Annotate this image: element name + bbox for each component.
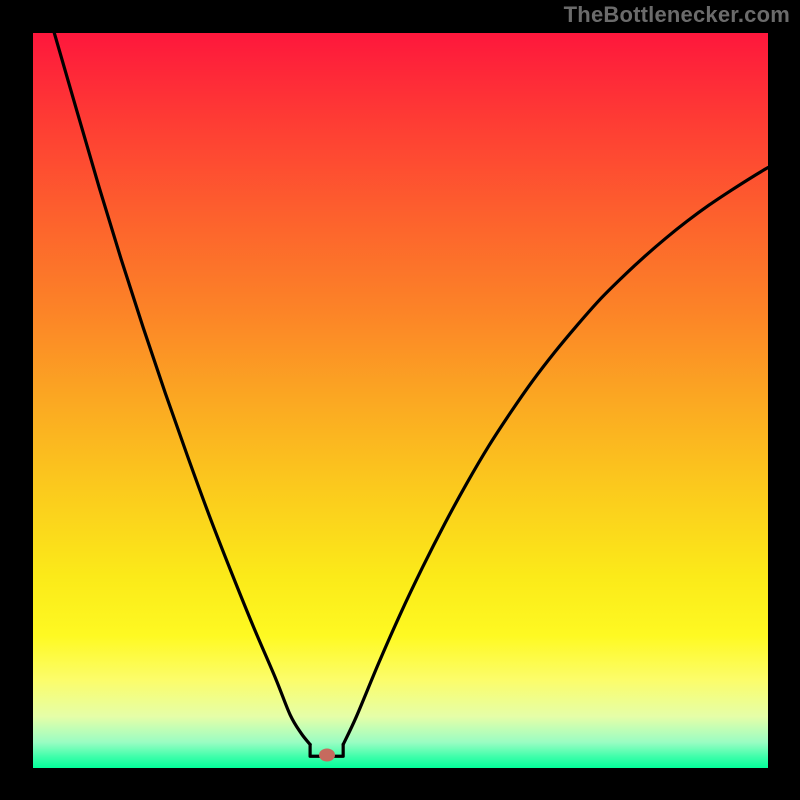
bottleneck-curve (33, 33, 768, 768)
optimal-point-marker (319, 748, 335, 761)
watermark-text: TheBottlenecker.com (564, 2, 790, 28)
chart-container: TheBottlenecker.com (0, 0, 800, 800)
plot-area (33, 33, 768, 768)
